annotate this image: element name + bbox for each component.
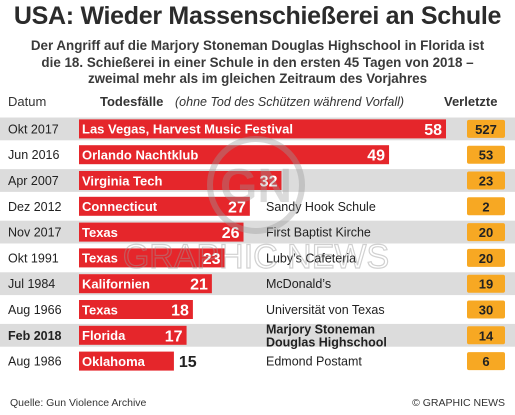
bar (79, 171, 282, 190)
injured-value: 23 (479, 174, 493, 189)
bar-location-label: Texas (82, 225, 118, 240)
row-band (0, 194, 515, 218)
row-date: Apr 2007 (8, 174, 59, 188)
bar-chart: Datum Todesfälle (ohne Tod des Schützen wä… (0, 94, 515, 373)
row-band (0, 323, 515, 347)
bar-value-label: 23 (203, 251, 221, 268)
injured-value: 527 (475, 122, 497, 137)
bar-value-label: 49 (367, 148, 385, 165)
injured-box (467, 197, 505, 216)
bar-value-label: 21 (190, 277, 208, 294)
bar-location-label: Texas (82, 302, 118, 317)
row-date: Nov 2017 (8, 226, 62, 240)
injured-box (467, 223, 505, 242)
bar (79, 119, 446, 139)
row-detail: Edmond Postamt (266, 355, 362, 369)
row-detail: Luby’s Cafeteria (266, 251, 356, 265)
chart-title: USA: Wieder Massenschießerei an Schule (13, 2, 502, 30)
row-detail: McDonald’s (266, 277, 331, 291)
injured-value: 2 (482, 199, 489, 214)
row-band (0, 246, 515, 270)
bar (79, 274, 212, 294)
bar-location-label: Connecticut (82, 199, 158, 214)
header-deaths-note: (ohne Tod des Schützen während Vorfall) (175, 95, 404, 109)
injured-value: 30 (479, 303, 493, 318)
row-date: Feb 2018 (8, 329, 62, 343)
header-injured: Verletzte (444, 94, 497, 109)
injured-box (467, 352, 505, 371)
chart-subtitle: Der Angriff auf die Marjory Stoneman Dou… (0, 38, 515, 88)
bar (79, 145, 390, 165)
row-date: Okt 2017 (8, 122, 59, 136)
bar (79, 196, 250, 216)
injured-value: 19 (479, 277, 493, 292)
row-date: Jun 2016 (8, 148, 59, 162)
bar-location-label: Florida (82, 328, 126, 343)
source-note: Quelle: Gun Violence Archive (10, 397, 147, 409)
bar (79, 222, 244, 242)
bar-location-label: Oklahoma (82, 354, 146, 369)
injured-value: 20 (479, 225, 493, 240)
injured-value: 53 (479, 148, 493, 163)
row-date: Jul 1984 (8, 277, 55, 291)
row-detail: Universität von Texas (266, 303, 385, 317)
bar-value-label: 32 (260, 174, 278, 191)
row-date: Aug 1966 (8, 303, 62, 317)
injured-box (467, 145, 505, 164)
bar (79, 248, 225, 268)
row-date: Okt 1991 (8, 251, 59, 265)
bar-value-label: 18 (171, 303, 189, 320)
bar-value-label: 27 (228, 199, 246, 216)
injured-box (467, 119, 505, 138)
injured-value: 20 (479, 251, 493, 266)
header-date: Datum (8, 94, 46, 109)
bar-location-label: Virginia Tech (82, 173, 162, 188)
injured-box (467, 274, 505, 293)
bar-value-label: 58 (424, 122, 442, 139)
bar-location-label: Texas (82, 251, 118, 266)
injured-value: 14 (479, 328, 494, 343)
bar (79, 300, 193, 319)
bar (79, 351, 174, 371)
row-detail: First Baptist Kirche (266, 226, 371, 240)
bar-location-label: Orlando Nachtklub (82, 148, 198, 163)
injured-box (467, 326, 505, 345)
row-detail: Sandy Hook Schule (266, 200, 376, 214)
header-deaths: Todesfälle (100, 94, 163, 109)
injured-value: 6 (482, 354, 489, 369)
bar (79, 325, 187, 345)
row-detail-line-2: Douglas Highschool (266, 335, 387, 349)
bar-value-label: 17 (165, 328, 183, 345)
row-band (0, 349, 515, 373)
subtitle-line-2: die 18. Schießerei in einer Schule in de… (41, 54, 474, 70)
row-band (0, 272, 515, 296)
row-date: Dez 2012 (8, 200, 62, 214)
row-date: Aug 1986 (8, 355, 62, 369)
bar-value-label: 15 (179, 354, 197, 371)
subtitle-line-1: Der Angriff auf die Marjory Stoneman Dou… (30, 38, 485, 53)
injured-box (467, 248, 505, 267)
injured-box (467, 300, 505, 319)
injured-box (467, 171, 505, 190)
bar-location-label: Kalifornien (82, 277, 150, 292)
bar-location-label: Las Vegas, Harvest Music Festival (82, 122, 293, 137)
row-band (0, 298, 515, 321)
row-detail-line-1: Marjory Stoneman (266, 322, 375, 336)
bar-value-label: 26 (222, 225, 240, 242)
subtitle-line-3: zweimal mehr als im gleichen Zeitraum de… (87, 71, 428, 86)
row-band (0, 220, 515, 244)
credit-note: © GRAPHIC NEWS (412, 397, 505, 409)
